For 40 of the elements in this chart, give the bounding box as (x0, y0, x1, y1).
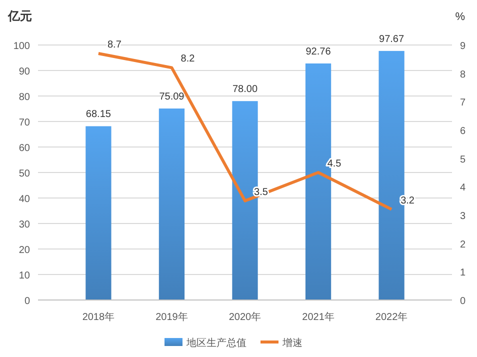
data-label: 75.09 (159, 92, 185, 103)
y2-tick-label: 5 (460, 154, 466, 166)
data-label: 8.7 (108, 40, 122, 50)
y-tick-label: 0 (24, 296, 30, 307)
y-tick-label: 10 (18, 270, 30, 282)
y2-tick-label: 4 (460, 182, 466, 194)
y-tick-label: 50 (18, 168, 30, 180)
data-label: 92.76 (306, 46, 332, 58)
y2-tick-label: 9 (460, 41, 466, 52)
y2-tick-label: 3 (460, 211, 466, 222)
y2-tick-label: 6 (460, 126, 466, 137)
y-tick-label: 70 (18, 118, 30, 128)
data-label: 8.2 (180, 54, 196, 65)
bar (158, 108, 185, 300)
y2-tick-label: 0 (460, 296, 466, 307)
y-tick-label: 40 (18, 194, 30, 205)
x-tick-label: 2018年 (82, 311, 115, 323)
y-tick-label: 80 (18, 92, 30, 103)
y-tick-label: 100 (13, 41, 30, 52)
data-label: 97.67 (379, 34, 404, 45)
y2-tick-label: 7 (460, 98, 466, 109)
y2-tick-label: 8 (460, 69, 466, 80)
data-label: 68.15 (86, 109, 112, 120)
legend-label: 地区生产总值 (186, 337, 246, 349)
legend-label: 增速 (282, 337, 302, 349)
x-tick-label: 2022年 (375, 311, 408, 323)
data-label: 3.5 (254, 186, 268, 198)
data-label: 78.00 (232, 84, 258, 96)
y-tick-label: 30 (18, 220, 30, 230)
x-tick-label: 2020年 (228, 311, 262, 323)
y2-axis-title: % (455, 11, 466, 23)
bar (86, 126, 112, 300)
y2-tick-label: 2 (460, 239, 466, 250)
y2-tick-label: 1 (460, 268, 466, 279)
x-tick-label: 2021年 (302, 311, 334, 323)
y-tick-label: 20 (18, 245, 30, 256)
y-tick-label: 60 (18, 143, 30, 154)
y-tick-label: 90 (18, 66, 30, 78)
x-tick-label: 2019年 (156, 311, 188, 323)
y-axis-title: 亿元 (7, 9, 32, 23)
